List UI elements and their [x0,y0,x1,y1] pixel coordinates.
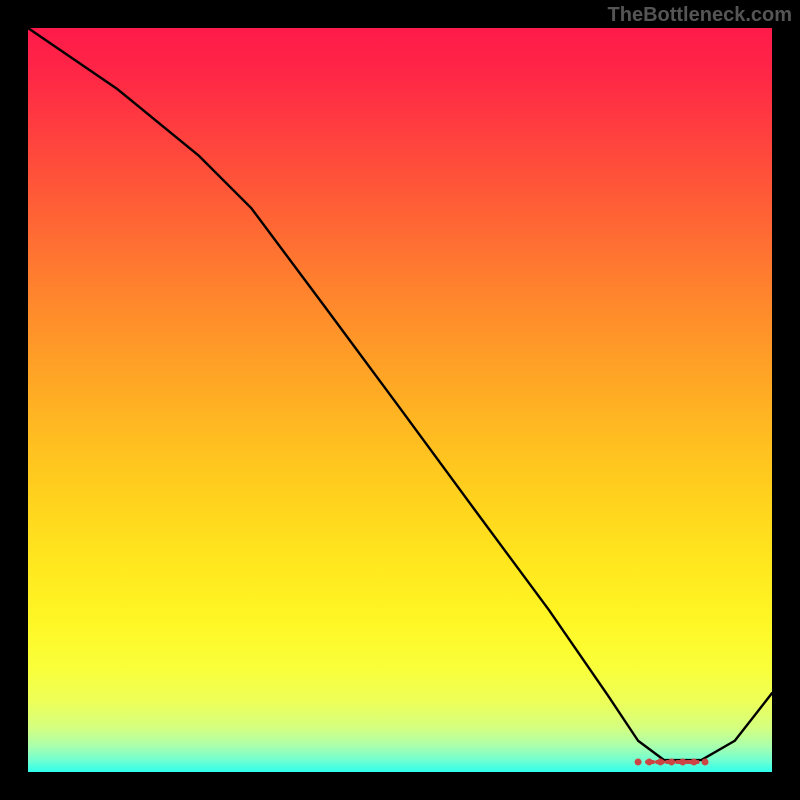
trough-marker [657,758,664,765]
watermark-text: TheBottleneck.com [608,4,792,27]
trough-marker [668,758,675,765]
plot-area [28,28,772,772]
trough-marker [635,758,642,765]
trough-marker [646,758,653,765]
curve-line [28,28,772,760]
chart-overlay [28,28,772,772]
trough-marker [679,758,686,765]
trough-marker [702,758,709,765]
trough-marker [690,758,697,765]
